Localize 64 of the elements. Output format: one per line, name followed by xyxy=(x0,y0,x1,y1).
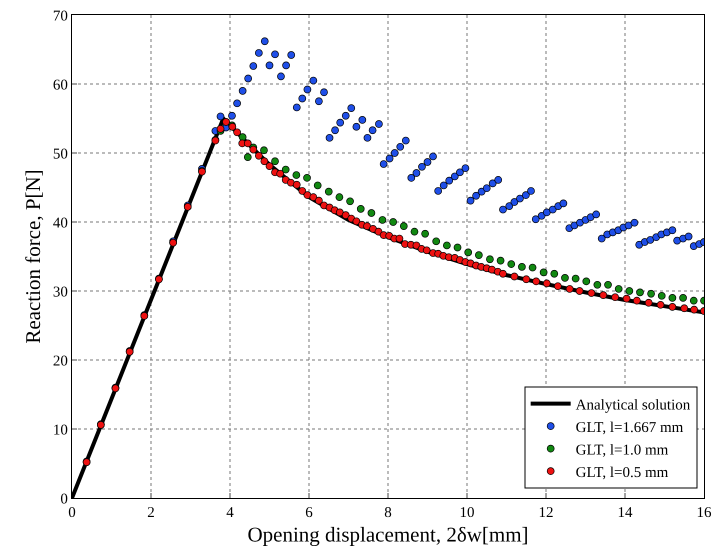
point xyxy=(636,288,644,296)
legend-label: GLT, l=1.667 mm xyxy=(576,420,684,436)
point xyxy=(582,277,590,286)
y-tick-label: 60 xyxy=(52,77,68,94)
point xyxy=(561,274,569,282)
point xyxy=(314,182,322,190)
point xyxy=(389,218,397,226)
point xyxy=(410,228,418,236)
point xyxy=(614,285,623,293)
y-tick-label: 0 xyxy=(60,491,68,508)
point xyxy=(356,205,365,213)
point xyxy=(604,280,612,289)
point xyxy=(496,256,504,264)
y-tick-label: 10 xyxy=(52,422,68,438)
point xyxy=(324,188,333,196)
point xyxy=(336,193,344,202)
point xyxy=(244,153,252,161)
point xyxy=(647,290,655,298)
point xyxy=(486,255,494,264)
point xyxy=(528,264,536,272)
x-tick-label: 16 xyxy=(696,505,712,522)
x-axis-title: Opening displacement, 2δw[mm] xyxy=(247,522,529,546)
point xyxy=(378,216,386,224)
x-tick-label: 2 xyxy=(147,505,155,522)
point xyxy=(679,294,687,302)
y-tick-label: 40 xyxy=(52,215,68,232)
x-tick-label: 10 xyxy=(460,505,474,522)
y-tick-label: 50 xyxy=(52,146,68,162)
point xyxy=(626,287,634,295)
point xyxy=(518,263,526,271)
point xyxy=(292,171,300,179)
y-tick-label: 70 xyxy=(52,8,68,24)
point xyxy=(540,268,548,276)
point xyxy=(507,260,516,268)
point xyxy=(464,248,472,256)
point xyxy=(658,292,666,300)
y-tick-label: 30 xyxy=(52,284,68,300)
x-tick-label: 14 xyxy=(618,505,633,522)
point xyxy=(271,157,279,166)
point xyxy=(368,209,376,217)
point xyxy=(475,251,483,259)
point xyxy=(443,242,451,250)
y-axis-title: Reaction force, P[N] xyxy=(21,169,46,344)
point xyxy=(572,274,580,282)
x-tick-label: 8 xyxy=(384,505,392,522)
point xyxy=(260,146,268,154)
point xyxy=(303,174,311,182)
point xyxy=(400,222,408,230)
point xyxy=(594,280,602,289)
x-tick-label: 12 xyxy=(538,505,554,522)
point xyxy=(668,294,676,302)
x-tick-label: 4 xyxy=(226,505,234,522)
legend-label: GLT, l=0.5 mm xyxy=(576,464,669,481)
point xyxy=(454,244,462,252)
point xyxy=(550,270,558,278)
y-tick-label: 20 xyxy=(52,353,68,370)
legend-label: Analytical solution xyxy=(576,397,691,414)
point xyxy=(346,197,354,206)
point xyxy=(432,237,440,246)
point xyxy=(282,166,290,174)
x-tick-label: 6 xyxy=(305,505,314,522)
legend-label: GLT, l=1.0 mm xyxy=(576,442,669,458)
point xyxy=(421,230,429,238)
point xyxy=(690,296,698,305)
